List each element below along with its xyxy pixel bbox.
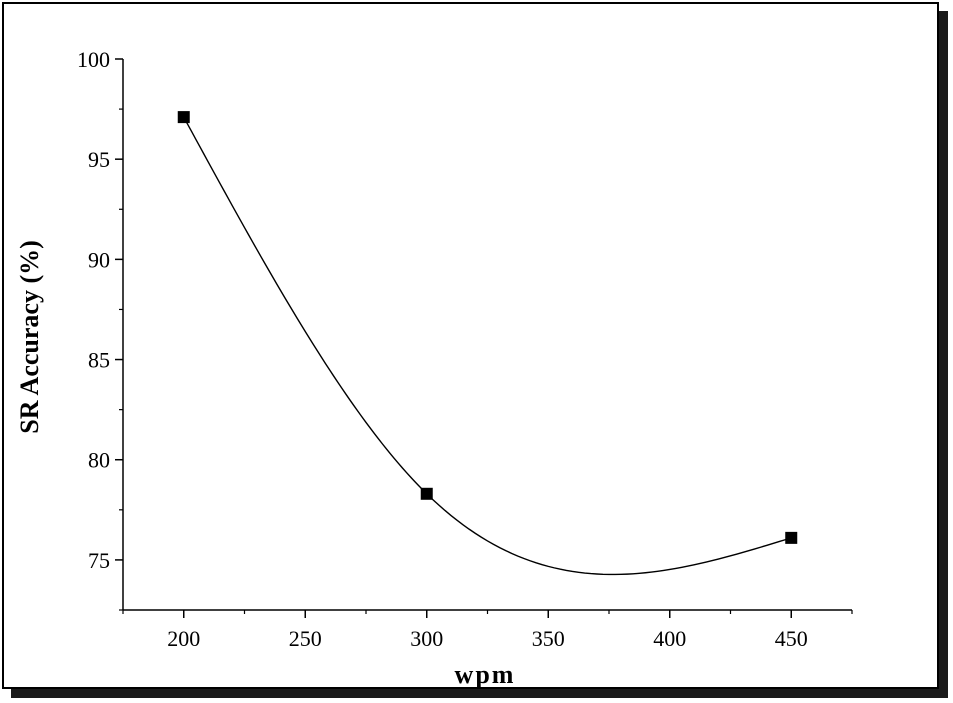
y-tick-label: 90 — [88, 247, 110, 272]
figure-frame — [2, 2, 939, 689]
y-axis-title: SR Accuracy (%) — [15, 240, 44, 434]
x-tick-label: 450 — [775, 626, 808, 651]
x-tick-label: 350 — [532, 626, 565, 651]
x-tick-label: 400 — [653, 626, 686, 651]
y-tick-label: 100 — [77, 47, 110, 72]
data-point-marker — [177, 111, 190, 124]
y-tick-label: 85 — [88, 348, 110, 373]
plot-area — [177, 111, 798, 576]
x-tick-label: 200 — [167, 626, 200, 651]
axes: 75 80 85 90 95 100 200 250 300 350 400 450 — [77, 47, 853, 651]
data-point-marker — [785, 531, 798, 544]
x-tick-label: 300 — [410, 626, 443, 651]
x-tick-label: 250 — [289, 626, 322, 651]
x-axis-title: wpm — [455, 660, 516, 689]
data-point-marker — [420, 487, 433, 500]
y-tick-label: 95 — [88, 147, 110, 172]
y-tick-label: 75 — [88, 548, 110, 573]
y-tick-label: 80 — [88, 448, 110, 473]
series-line — [183, 116, 792, 576]
